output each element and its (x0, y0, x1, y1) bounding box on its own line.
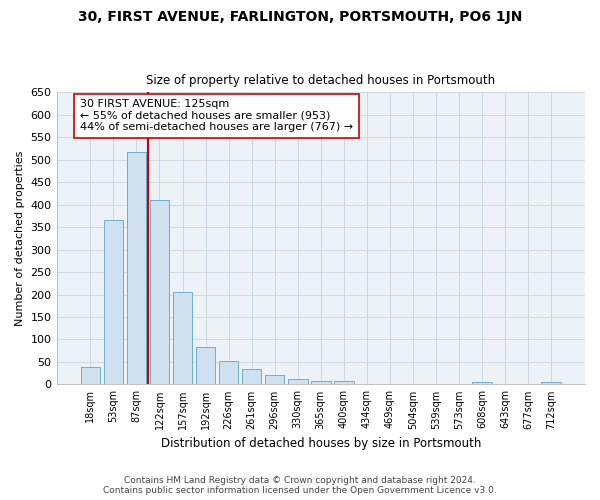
Y-axis label: Number of detached properties: Number of detached properties (15, 150, 25, 326)
Bar (242, 368, 262, 384)
Bar (311, 381, 331, 384)
Bar (541, 382, 561, 384)
Bar (173, 292, 193, 384)
Bar (472, 382, 492, 384)
Text: Contains HM Land Registry data © Crown copyright and database right 2024.
Contai: Contains HM Land Registry data © Crown c… (103, 476, 497, 495)
Bar (104, 220, 123, 384)
Bar (196, 346, 215, 385)
Title: Size of property relative to detached houses in Portsmouth: Size of property relative to detached ho… (146, 74, 496, 87)
Bar (127, 152, 146, 384)
Text: 30 FIRST AVENUE: 125sqm
← 55% of detached houses are smaller (953)
44% of semi-d: 30 FIRST AVENUE: 125sqm ← 55% of detache… (80, 99, 353, 132)
Bar (80, 368, 100, 384)
Bar (149, 200, 169, 384)
Bar (334, 381, 353, 384)
Bar (219, 360, 238, 384)
Bar (265, 374, 284, 384)
Text: 30, FIRST AVENUE, FARLINGTON, PORTSMOUTH, PO6 1JN: 30, FIRST AVENUE, FARLINGTON, PORTSMOUTH… (78, 10, 522, 24)
X-axis label: Distribution of detached houses by size in Portsmouth: Distribution of detached houses by size … (161, 437, 481, 450)
Bar (288, 380, 308, 384)
